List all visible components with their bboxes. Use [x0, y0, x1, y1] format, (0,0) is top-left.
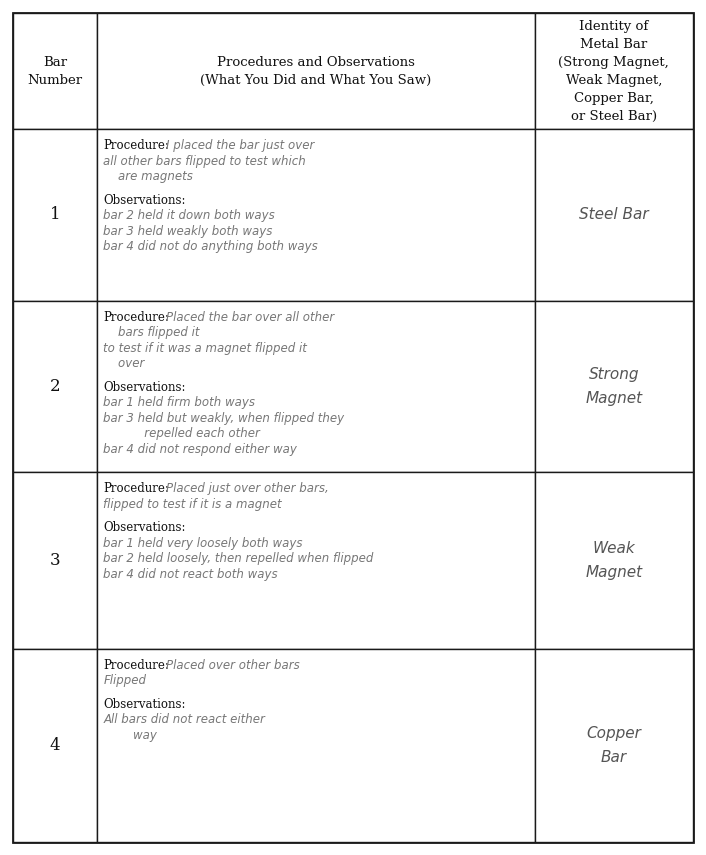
Bar — [13, 472, 97, 649]
Text: bars flipped it: bars flipped it — [103, 326, 200, 339]
Text: bar 4 did not do anything both ways: bar 4 did not do anything both ways — [103, 240, 318, 253]
Text: Procedure:: Procedure: — [103, 310, 169, 324]
Text: Procedure:: Procedure: — [103, 659, 169, 672]
Bar — [13, 301, 97, 472]
Text: are magnets: are magnets — [103, 170, 193, 183]
Text: Observations:: Observations: — [103, 193, 186, 207]
Bar — [97, 129, 534, 301]
Text: 3: 3 — [50, 552, 61, 569]
Text: Placed just over other bars,: Placed just over other bars, — [167, 482, 329, 495]
Bar — [534, 472, 693, 649]
Bar — [534, 301, 693, 472]
Text: Steel Bar: Steel Bar — [579, 208, 649, 222]
Bar — [13, 649, 97, 842]
Text: Flipped: Flipped — [103, 675, 146, 687]
Text: bar 3 held but weakly, when flipped they: bar 3 held but weakly, when flipped they — [103, 411, 345, 425]
Bar — [97, 649, 534, 842]
Text: bar 2 held it down both ways: bar 2 held it down both ways — [103, 209, 275, 222]
Text: bar 4 did not respond either way: bar 4 did not respond either way — [103, 443, 297, 456]
Text: way: way — [103, 728, 157, 742]
Text: repelled each other: repelled each other — [103, 428, 261, 440]
Text: 4: 4 — [50, 737, 61, 754]
Text: to test if it was a magnet flipped it: to test if it was a magnet flipped it — [103, 342, 307, 355]
Text: Bar
Number: Bar Number — [28, 56, 83, 86]
Text: Procedures and Observations
(What You Did and What You Saw): Procedures and Observations (What You Di… — [201, 56, 431, 86]
Bar — [97, 301, 534, 472]
Text: I placed the bar just over: I placed the bar just over — [167, 139, 315, 152]
Text: Procedure:: Procedure: — [103, 139, 169, 152]
Bar — [534, 649, 693, 842]
Text: all other bars flipped to test which: all other bars flipped to test which — [103, 155, 306, 168]
Text: bar 1 held firm both ways: bar 1 held firm both ways — [103, 396, 256, 410]
Text: Weak
Magnet: Weak Magnet — [585, 540, 642, 581]
Text: Procedure:: Procedure: — [103, 482, 169, 495]
Text: over: over — [103, 357, 145, 370]
Bar — [97, 472, 534, 649]
Text: bar 3 held weakly both ways: bar 3 held weakly both ways — [103, 225, 273, 238]
Text: bar 4 did not react both ways: bar 4 did not react both ways — [103, 568, 278, 581]
Bar — [534, 13, 693, 129]
Text: 1: 1 — [50, 206, 61, 223]
Text: bar 2 held loosely, then repelled when flipped: bar 2 held loosely, then repelled when f… — [103, 552, 373, 565]
Text: Strong
Magnet: Strong Magnet — [585, 367, 642, 406]
Bar — [13, 13, 97, 129]
Bar — [534, 129, 693, 301]
Text: Identity of
Metal Bar
(Strong Magnet,
Weak Magnet,
Copper Bar,
or Steel Bar): Identity of Metal Bar (Strong Magnet, We… — [558, 20, 669, 122]
Text: bar 1 held very loosely both ways: bar 1 held very loosely both ways — [103, 537, 303, 550]
Bar — [13, 129, 97, 301]
Text: Placed the bar over all other: Placed the bar over all other — [167, 310, 335, 324]
Text: All bars did not react either: All bars did not react either — [103, 713, 265, 727]
Text: Observations:: Observations: — [103, 522, 186, 534]
Text: Copper
Bar: Copper Bar — [587, 726, 641, 765]
Text: 2: 2 — [50, 378, 61, 395]
Text: Observations:: Observations: — [103, 698, 186, 711]
Text: Placed over other bars: Placed over other bars — [167, 659, 300, 672]
Text: Observations:: Observations: — [103, 380, 186, 393]
Bar — [97, 13, 534, 129]
Text: flipped to test if it is a magnet: flipped to test if it is a magnet — [103, 498, 282, 510]
